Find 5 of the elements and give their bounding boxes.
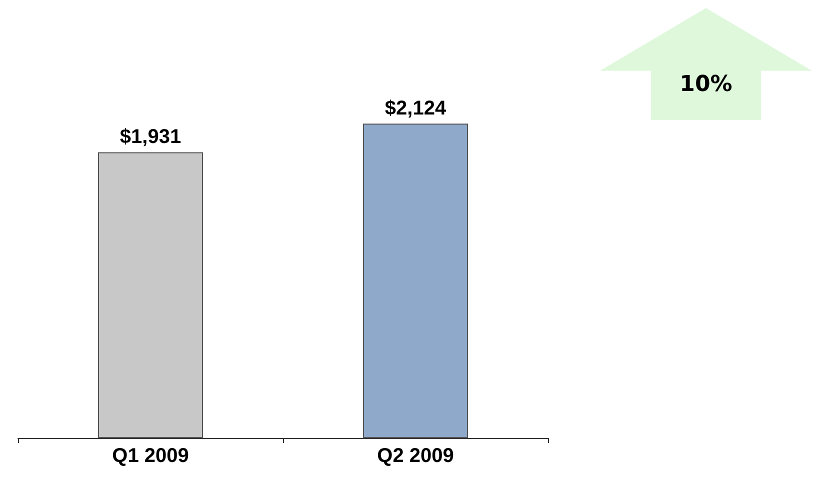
- x-tick-label: Q1 2009: [112, 445, 189, 467]
- data-label: $2,124: [384, 98, 447, 120]
- text: 10%: [678, 72, 734, 97]
- data-label: $1,931: [120, 126, 182, 148]
- x-tick-label: Q2 2009: [377, 445, 454, 467]
